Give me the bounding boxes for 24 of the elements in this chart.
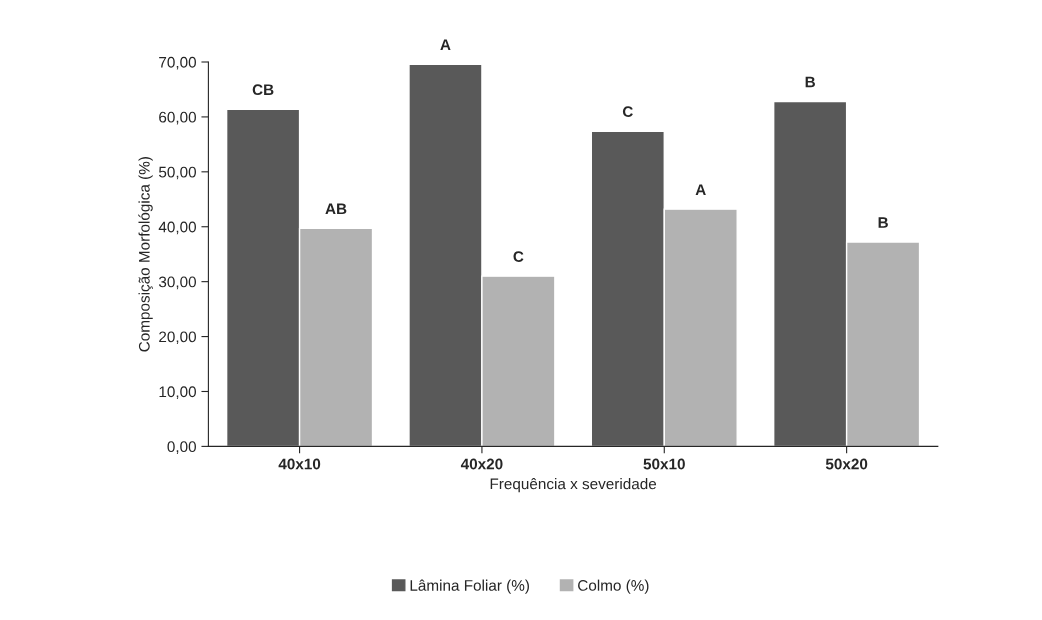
y-tick-label: 10,00 [159,386,196,399]
x-axis-title: Frequência x severidade [490,478,657,493]
annotation: B [878,217,888,228]
x-tick-label: 50x10 [643,458,685,470]
y-tick-label: 50,00 [158,166,196,180]
annotation: C [513,251,524,263]
legend-label: Colmo (%) [578,579,649,594]
y-axis-title: Composição Morfológica (%) [138,157,153,352]
annotation: B [805,76,815,88]
y-tick-label: 40,00 [158,221,196,235]
y-tick-label: 60,00 [159,111,196,125]
legend-label: Lâmina Foliar (%) [410,579,529,594]
annotation: AB [325,203,347,215]
y-tick-label: 30,00 [158,276,196,290]
x-tick-label: 50x20 [825,458,868,470]
x-tick-label: 40x20 [460,458,503,470]
y-tick-label: 70,00 [159,56,196,70]
annotation: A [440,39,451,50]
annotation: A [695,184,706,195]
annotation: CB [252,84,274,96]
x-tick-label: 40x10 [278,458,321,470]
annotation: C [622,106,633,118]
y-tick-label: 0,00 [167,441,196,454]
y-tick-label: 20,00 [159,331,196,345]
